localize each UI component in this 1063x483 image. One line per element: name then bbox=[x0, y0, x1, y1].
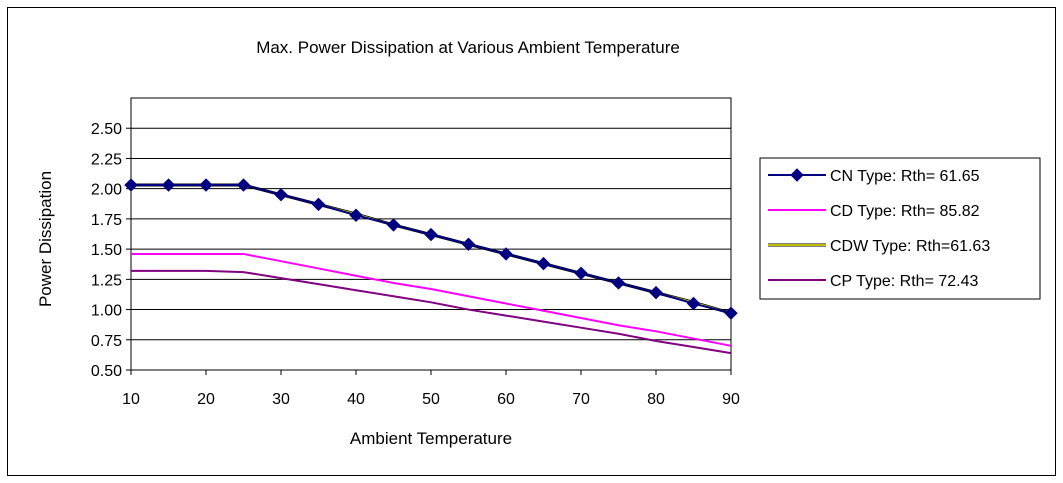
legend-label-cp-type: CP Type: Rth= 72.43 bbox=[830, 273, 979, 290]
legend-label-cdw-type: CDW Type: Rth=61.63 bbox=[830, 238, 990, 255]
x-tick-label: 20 bbox=[197, 391, 215, 408]
legend-marker-cn-type bbox=[790, 168, 804, 182]
legend-label-cn-type: CN Type: Rth= 61.65 bbox=[830, 168, 980, 185]
grid-lines bbox=[131, 127, 731, 371]
legend-items: CN Type: Rth= 61.65 CD Type: Rth= 85.82 CD… bbox=[768, 168, 990, 290]
data-point bbox=[649, 285, 663, 300]
data-point bbox=[611, 276, 626, 290]
legend-label-cd-type: CD Type: Rth= 85.82 bbox=[830, 203, 980, 220]
x-tick-label: 30 bbox=[272, 391, 290, 408]
data-point bbox=[724, 306, 738, 320]
data-point bbox=[161, 178, 176, 192]
y-tick-label: 0.75 bbox=[91, 333, 122, 350]
data-point bbox=[236, 178, 251, 192]
data-point bbox=[349, 208, 363, 222]
x-tick-label: 80 bbox=[647, 391, 665, 408]
series-line-cp-type bbox=[131, 269, 732, 355]
y-tick-label: 0.50 bbox=[91, 363, 122, 380]
y-tick-label: 1.25 bbox=[91, 272, 122, 289]
data-point bbox=[574, 266, 588, 280]
data-point bbox=[311, 197, 326, 212]
x-tick-label: 50 bbox=[422, 391, 440, 408]
y-tick-label: 2.50 bbox=[91, 121, 122, 138]
data-point bbox=[274, 188, 288, 202]
data-point bbox=[536, 256, 551, 271]
x-axis-label: Ambient Temperature bbox=[350, 429, 512, 448]
data-point bbox=[686, 296, 701, 311]
data-point bbox=[499, 247, 513, 261]
chart-title: Max. Power Dissipation at Various Ambien… bbox=[256, 38, 680, 57]
x-tick-label: 10 bbox=[122, 391, 140, 408]
y-tick-label: 1.50 bbox=[91, 242, 122, 259]
y-tick-label: 1.00 bbox=[91, 303, 122, 320]
y-axis-label: Power Dissipation bbox=[36, 171, 55, 307]
x-tick-label: 40 bbox=[347, 391, 365, 408]
data-point bbox=[424, 227, 438, 242]
y-tick-label: 2.00 bbox=[91, 182, 122, 199]
data-point bbox=[386, 218, 401, 232]
y-tick-label: 1.75 bbox=[91, 212, 122, 229]
data-point bbox=[199, 178, 213, 192]
x-tick-label: 60 bbox=[497, 391, 515, 408]
x-tick-label: 90 bbox=[722, 391, 740, 408]
data-point bbox=[124, 178, 138, 192]
y-tick-labels: 0.50 0.75 1.00 1.25 1.50 1.75 2.00 2.25 2.50 bbox=[91, 121, 131, 380]
x-tick-labels: 10 20 30 40 50 60 70 80 90 bbox=[122, 370, 740, 408]
x-tick-label: 70 bbox=[572, 391, 590, 408]
data-point bbox=[461, 237, 476, 251]
series-line-cd-type bbox=[131, 252, 732, 347]
y-tick-label: 2.25 bbox=[91, 151, 122, 168]
series-group bbox=[124, 178, 738, 355]
legend: CN Type: Rth= 61.65 CD Type: Rth= 85.82 CD… bbox=[759, 157, 1041, 300]
legend-box bbox=[759, 157, 1041, 300]
